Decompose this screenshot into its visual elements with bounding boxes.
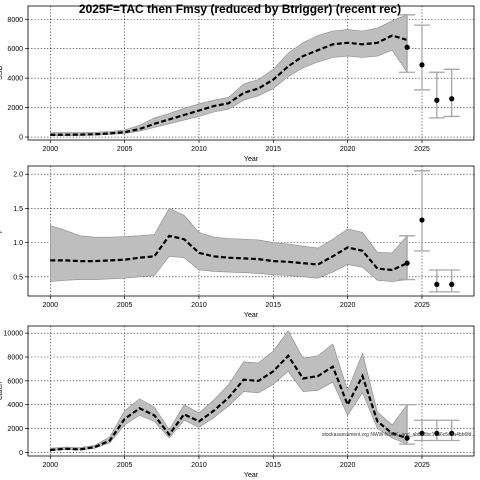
- x-tick-label: 2000: [43, 462, 59, 469]
- x-tick-label: 2005: [117, 302, 133, 309]
- y-tick-label: 10000: [4, 331, 24, 338]
- y-axis-label: Catch: [0, 382, 4, 400]
- data-point: [404, 44, 410, 50]
- x-tick-label: 2025: [414, 302, 430, 309]
- x-tick-label: 2010: [191, 302, 207, 309]
- confidence-band: [50, 208, 408, 282]
- x-tick-label: 2005: [117, 462, 133, 469]
- projection-point: [419, 217, 425, 223]
- estimate-line: [50, 354, 408, 452]
- y-tick-label: 2000: [7, 426, 23, 433]
- x-tick-label: 2025: [414, 146, 430, 153]
- projection-point: [434, 97, 440, 103]
- panel-catch: 2000 2005 2010 2015 2020 2025 0 2000 4000 6000 800…: [0, 325, 475, 479]
- y-axis-label: SSB: [0, 66, 4, 80]
- panel-ssb: 2000 2005 2010 2015 2020 2025 0 2000 4000 6000 800…: [0, 5, 475, 163]
- projection-point: [419, 430, 425, 436]
- y-tick-label: 6000: [7, 378, 23, 385]
- projection-point: [434, 281, 440, 287]
- x-tick-label: 2005: [117, 146, 133, 153]
- y-tick-label: 0: [19, 450, 23, 457]
- y-tick-label: 8000: [7, 355, 23, 362]
- plot-frame: [27, 325, 475, 457]
- y-tick-label: 4000: [7, 76, 23, 83]
- x-tick-label: 2000: [43, 146, 59, 153]
- estimate-line: [50, 34, 408, 136]
- y-tick-label: 8000: [7, 17, 23, 24]
- x-tick-label: 2020: [340, 146, 356, 153]
- x-tick-label: 2020: [340, 302, 356, 309]
- x-axis-label: Year: [244, 156, 259, 163]
- x-tick-label: 2015: [266, 302, 282, 309]
- y-tick-label: 0: [19, 135, 23, 142]
- y-tick-label: 0.5: [13, 274, 23, 281]
- x-axis-label: Year: [244, 312, 259, 319]
- x-tick-label: 2015: [266, 462, 282, 469]
- plot-frame: [27, 165, 475, 297]
- projection-point: [449, 281, 455, 287]
- plot-frame: [27, 5, 475, 141]
- data-point: [404, 435, 410, 441]
- y-tick-label: 2000: [7, 105, 23, 112]
- x-tick-label: 2010: [191, 462, 207, 469]
- y-tick-label: 2.0: [13, 172, 23, 179]
- y-tick-label: 6000: [7, 46, 23, 53]
- projection-point: [449, 430, 455, 436]
- estimate-line: [50, 234, 408, 272]
- x-tick-label: 2015: [266, 146, 282, 153]
- y-tick-label: 1.5: [13, 206, 23, 213]
- projection-point: [449, 96, 455, 102]
- x-axis-label: Year: [244, 472, 259, 479]
- confidence-band: [50, 14, 408, 137]
- x-tick-label: 2025: [414, 462, 430, 469]
- panel-f: 2000 2005 2010 2015 2020 2025 0.5 1.0 1.5 2.0 Year…: [0, 165, 475, 319]
- x-tick-label: 2010: [191, 146, 207, 153]
- watermark: stockassessment.org NWW-NSSK_and_ab8a1bc…: [322, 432, 476, 438]
- projection-point: [419, 62, 425, 68]
- y-tick-label: 1.0: [13, 240, 23, 247]
- chart-title: 2025F=TAC then Fmsy (reduced by Btrigger…: [79, 2, 401, 16]
- y-tick-label: 4000: [7, 402, 23, 409]
- x-tick-label: 2000: [43, 302, 59, 309]
- y-axis-label: F: [0, 229, 4, 233]
- x-tick-label: 2020: [340, 462, 356, 469]
- projection-point: [434, 430, 440, 436]
- data-point: [404, 260, 410, 266]
